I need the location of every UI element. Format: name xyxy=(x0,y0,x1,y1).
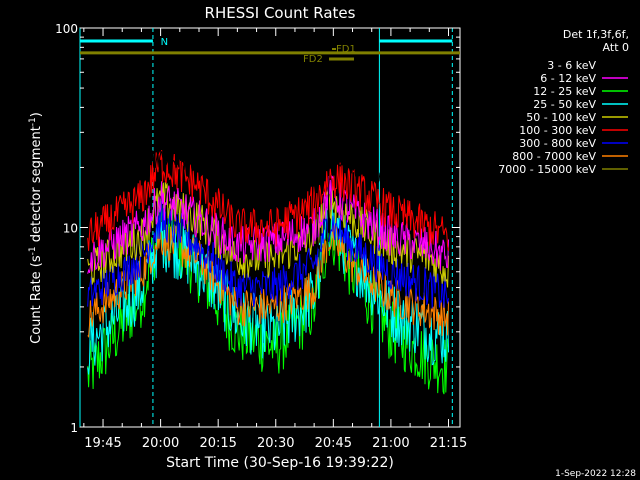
series-layer xyxy=(80,51,460,395)
chart-title: RHESSI Count Rates xyxy=(205,4,356,22)
series-line-5 xyxy=(87,150,449,251)
y-axis-label-part: detector segment xyxy=(29,126,44,246)
legend-label: 12 - 25 keV xyxy=(533,85,596,98)
annotation-layer: N FD1 FD2 xyxy=(79,28,453,427)
x-tick-label: 20:45 xyxy=(315,436,352,451)
fd1-label: FD1 xyxy=(336,44,356,55)
x-tick-label: 20:00 xyxy=(142,436,179,451)
legend-label: 25 - 50 keV xyxy=(533,98,596,111)
legend-label: 800 - 7000 keV xyxy=(512,150,596,163)
legend-header: Det 1f,3f,6f, xyxy=(563,28,629,41)
y-axis-label: Count Rate (s-1 detector segment-1) xyxy=(28,112,44,344)
series-line-1 xyxy=(87,175,449,274)
series-line-6 xyxy=(87,200,449,309)
x-tick-label: 21:15 xyxy=(430,436,467,451)
x-tick-label: 20:30 xyxy=(257,436,294,451)
y-tick-label: 10 xyxy=(63,222,78,236)
x-tick-label: 21:00 xyxy=(372,436,409,451)
y-axis-label-sup: -1 xyxy=(28,246,38,255)
x-tick-label: 19:45 xyxy=(84,436,121,451)
series-line-2 xyxy=(87,198,449,395)
legend-label: 6 - 12 keV xyxy=(540,72,596,85)
legend-label: 7000 - 15000 keV xyxy=(498,163,596,176)
legend-label: 50 - 100 keV xyxy=(526,111,596,124)
y-axis-label-part: ) xyxy=(29,112,44,117)
legend-header: Att 0 xyxy=(603,41,629,54)
series-line-0 xyxy=(87,145,449,366)
axis-layer: 1 10 100 19:45 20:00 20:15 20:30 20:45 21:00 21:1… xyxy=(55,22,467,451)
legend-label: 3 - 6 keV xyxy=(547,59,596,72)
footer-timestamp: 1-Sep-2022 12:28 xyxy=(555,469,636,479)
fd2-label: FD2 xyxy=(303,54,323,65)
legend-label: 300 - 800 keV xyxy=(519,137,596,150)
y-tick-label: 100 xyxy=(55,22,78,36)
night-label: N xyxy=(161,37,168,48)
legend-label: 100 - 300 keV xyxy=(519,124,596,137)
x-tick-label: 20:15 xyxy=(199,436,236,451)
y-tick-label: 1 xyxy=(70,421,78,435)
y-axis-label-part: Count Rate (s xyxy=(29,255,44,344)
x-axis-label: Start Time (30-Sep-16 19:39:22) xyxy=(166,455,394,471)
y-axis-label-sup: -1 xyxy=(28,117,38,126)
